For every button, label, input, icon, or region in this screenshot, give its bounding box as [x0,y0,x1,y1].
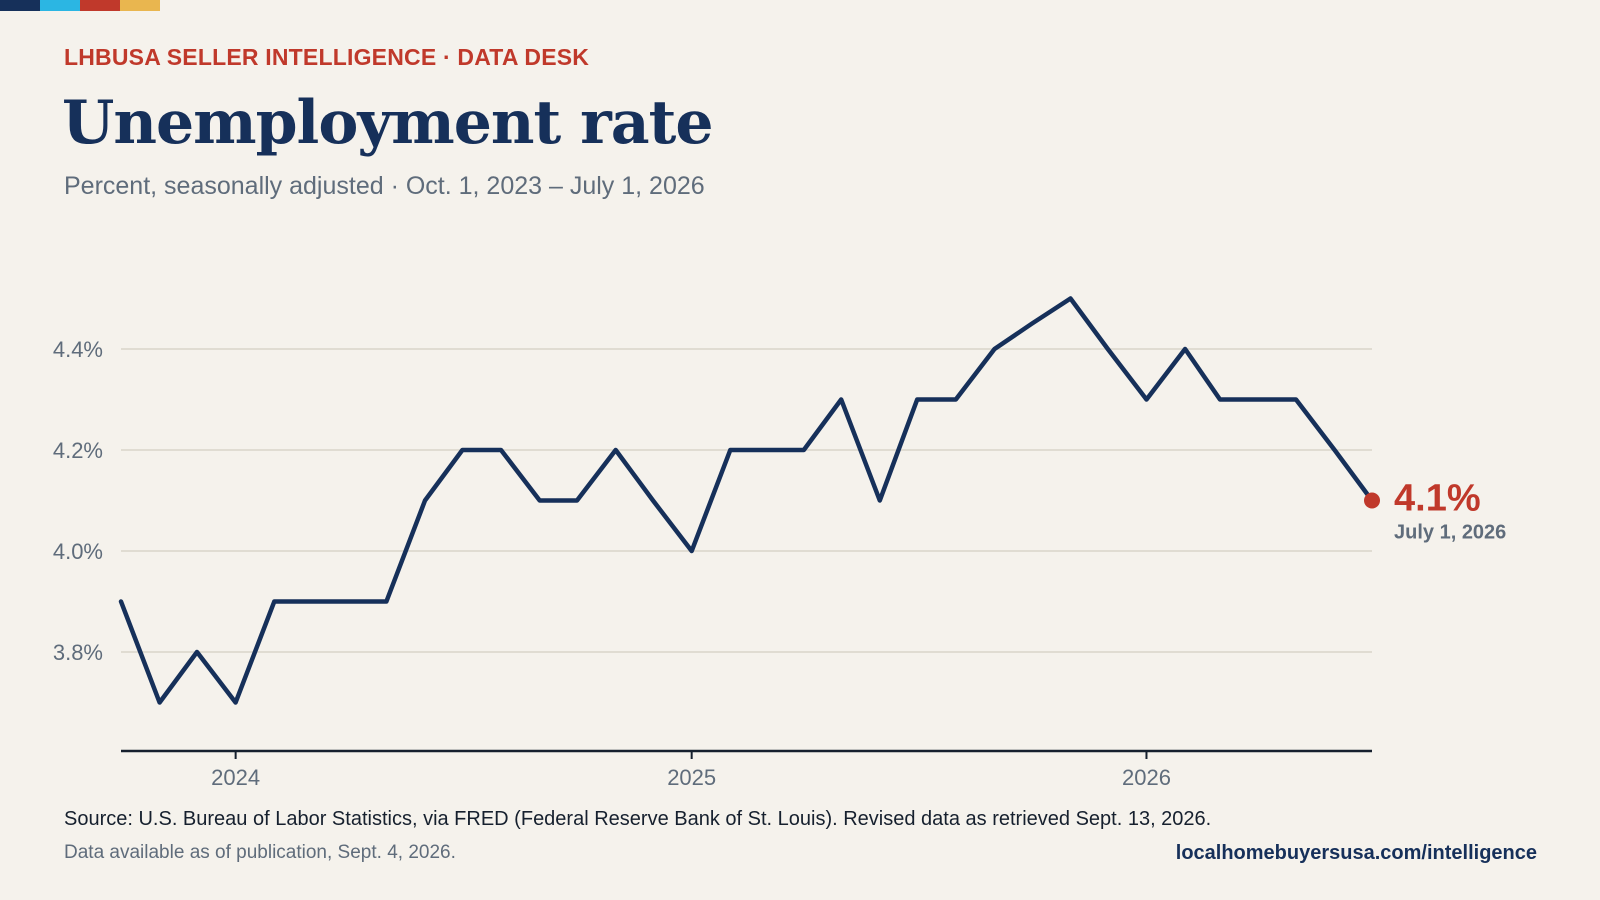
x-tick-label: 2026 [1122,765,1171,790]
end-point-marker [1364,492,1380,509]
chart-subtitle: Percent, seasonally adjusted · Oct. 1, 2… [64,172,705,200]
site-link[interactable]: localhomebuyersusa.com/intelligence [1175,842,1537,864]
brand-stripe [40,0,80,11]
x-tick-label: 2024 [211,765,260,790]
brand-stripe [120,0,160,11]
brand-stripe [0,0,40,11]
brand-stripe [80,0,120,11]
y-tick-label: 4.4% [53,337,103,362]
y-tick-label: 4.0% [53,539,103,564]
x-tick-label: 2025 [667,765,716,790]
gridlines [121,348,1372,653]
brand-stripes [0,0,160,11]
x-axis: 2024 2025 2026 [211,751,1171,790]
series-line [118,296,1375,705]
y-axis: 3.8% 4.0% 4.2% 4.4% [53,337,103,665]
kicker: LHBUSA SELLER INTELLIGENCE · DATA DESK [64,44,590,70]
end-value-label: 4.1% [1394,478,1481,520]
source-note: Source: U.S. Bureau of Labor Statistics,… [64,808,1212,830]
end-date-label: July 1, 2026 [1394,522,1506,544]
publication-note: Data available as of publication, Sept. … [64,842,456,863]
y-tick-label: 4.2% [53,438,103,463]
chart-title: Unemployment rate [62,88,713,158]
y-tick-label: 3.8% [53,640,103,665]
